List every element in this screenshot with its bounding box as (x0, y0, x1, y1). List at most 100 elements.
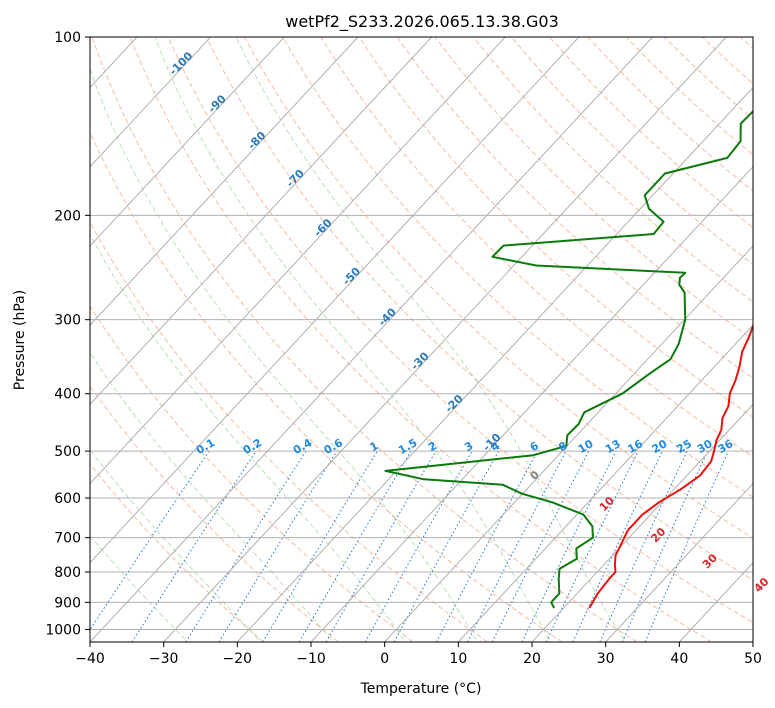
mixing-ratio-line (521, 450, 617, 642)
mixing-ratio-line (298, 450, 412, 642)
mixing-ratio-label: 13 (603, 437, 623, 456)
y-axis: 100 200 300 400 500 600 700 800 900 1000 (45, 30, 90, 638)
x-axis: −40 −30 −20 −10 0 10 20 30 40 50 (75, 642, 762, 667)
isotherm (90, 37, 433, 406)
dry-adiabat (90, 385, 339, 642)
series-layer (384, 110, 753, 609)
y-tick-label: 800 (54, 565, 81, 581)
mixing-ratio-label: 3 (462, 439, 475, 454)
mixing-ratio-line (435, 450, 538, 642)
isotherm (678, 562, 753, 642)
x-tick-label: −10 (296, 651, 326, 667)
saturated-adiabat-label: -80 (245, 129, 268, 152)
saturated-adiabat-label: -50 (340, 265, 363, 288)
mixing-ratio-label: 36 (716, 437, 736, 456)
isotherm (752, 641, 753, 642)
y-tick-label: 700 (54, 531, 81, 547)
dry-adiabat (473, 37, 753, 303)
moist-adiabat (90, 352, 332, 640)
dry-adiabat-label: 40 (752, 575, 772, 595)
x-tick-label: 40 (670, 651, 688, 667)
mixing-ratio-line (599, 450, 688, 642)
dry-adiabat (244, 37, 753, 539)
x-tick-label: 50 (744, 651, 762, 667)
isotherm (90, 37, 212, 168)
dry-adiabat (320, 37, 753, 458)
x-axis-title: Temperature (°C) (360, 681, 482, 697)
y-tick-label: 900 (54, 595, 81, 611)
dry-adiabat (129, 37, 712, 642)
isotherm (163, 37, 727, 642)
isotherm (0, 37, 63, 642)
mixing-ratio-line (644, 450, 729, 642)
isotherm (90, 37, 359, 326)
dry-adiabat (91, 37, 638, 642)
annotation-layer: 0.1 0.2 0.4 0.6 1 1.5 2 3 4 6 8 10 13 16 20 25 30 36-100-… (167, 49, 772, 595)
moist-adiabat (90, 448, 259, 640)
mixing-ratio-label: 1.5 (396, 436, 419, 457)
mixing-ratio-line (364, 450, 473, 642)
x-tick-label: −40 (75, 651, 105, 667)
x-tick-label: −20 (223, 651, 253, 667)
isotherm (531, 403, 753, 642)
mixing-ratio-label: 1 (367, 439, 380, 454)
isotherm (90, 37, 506, 485)
moist-adiabat (235, 37, 625, 640)
dry-adiabat (701, 37, 753, 85)
mixing-ratio-label: 0.6 (322, 436, 346, 457)
moist-adiabat (90, 233, 405, 640)
plot-area: 0.1 0.2 0.4 0.6 1 1.5 2 3 4 6 8 10 13 16 20 25 30 36-100-… (0, 36, 772, 643)
dry-adiabat (90, 131, 563, 642)
dry-adiabat (434, 37, 753, 341)
isotherm (90, 37, 654, 642)
mixing-ratio-label: 0.2 (241, 436, 264, 457)
mixing-ratio-label: 6 (528, 439, 541, 454)
dry-adiabat (740, 37, 753, 50)
dry-adiabat-label: 10 (597, 494, 617, 514)
mixing-ratio-label: 0.4 (291, 436, 315, 457)
mixing-ratio-label: 30 (695, 437, 715, 456)
saturated-adiabat-label: -40 (376, 305, 399, 328)
dry-adiabat (167, 37, 753, 624)
dry-adiabat (282, 37, 753, 498)
mixing-ratio-label: 0.1 (194, 436, 217, 457)
mixing-ratio-label: 10 (576, 437, 596, 456)
saturated-adiabat-label: -90 (206, 92, 229, 115)
mixing-ratio-line (393, 450, 500, 642)
mixing-ratio-label: 20 (650, 437, 670, 456)
isotherm (90, 37, 285, 247)
x-tick-label: 10 (449, 651, 467, 667)
y-tick-label: 400 (54, 387, 81, 403)
background-lines (90, 37, 753, 642)
isotherm (236, 86, 753, 642)
y-tick-label: 200 (54, 208, 81, 224)
y-tick-label: 1000 (45, 622, 81, 638)
y-tick-label: 600 (54, 491, 81, 507)
dry-adiabat (511, 37, 753, 266)
x-tick-label: 20 (523, 651, 541, 667)
y-tick-label: 500 (54, 444, 81, 460)
mixing-ratio-line (572, 450, 663, 642)
isotherm (310, 165, 753, 642)
y-tick-label: 100 (54, 30, 81, 46)
moist-adiabat (154, 37, 550, 640)
saturated-adiabat-label: -100 (167, 49, 196, 78)
y-tick-label: 300 (54, 313, 81, 329)
mixing-ratio-label: 25 (674, 437, 694, 456)
dry-adiabat (396, 37, 753, 379)
saturated-adiabat-label: -20 (442, 392, 465, 415)
dry-adiabat (90, 221, 488, 642)
plot-frame (89, 36, 754, 643)
dry-adiabat (358, 37, 753, 418)
dewpoint-line (384, 110, 753, 609)
y-axis-title: Pressure (hPa) (12, 290, 28, 390)
mixing-ratio-line (262, 450, 378, 642)
mixing-ratio-label: 16 (625, 437, 645, 456)
moist-adiabat (90, 534, 186, 640)
mixing-ratio-line (491, 450, 590, 642)
mixing-ratio-line (545, 450, 639, 642)
dry-adiabat-label: 30 (700, 551, 720, 571)
isotherm (457, 324, 753, 642)
dry-adiabat (90, 463, 264, 642)
x-tick-label: −30 (149, 651, 179, 667)
